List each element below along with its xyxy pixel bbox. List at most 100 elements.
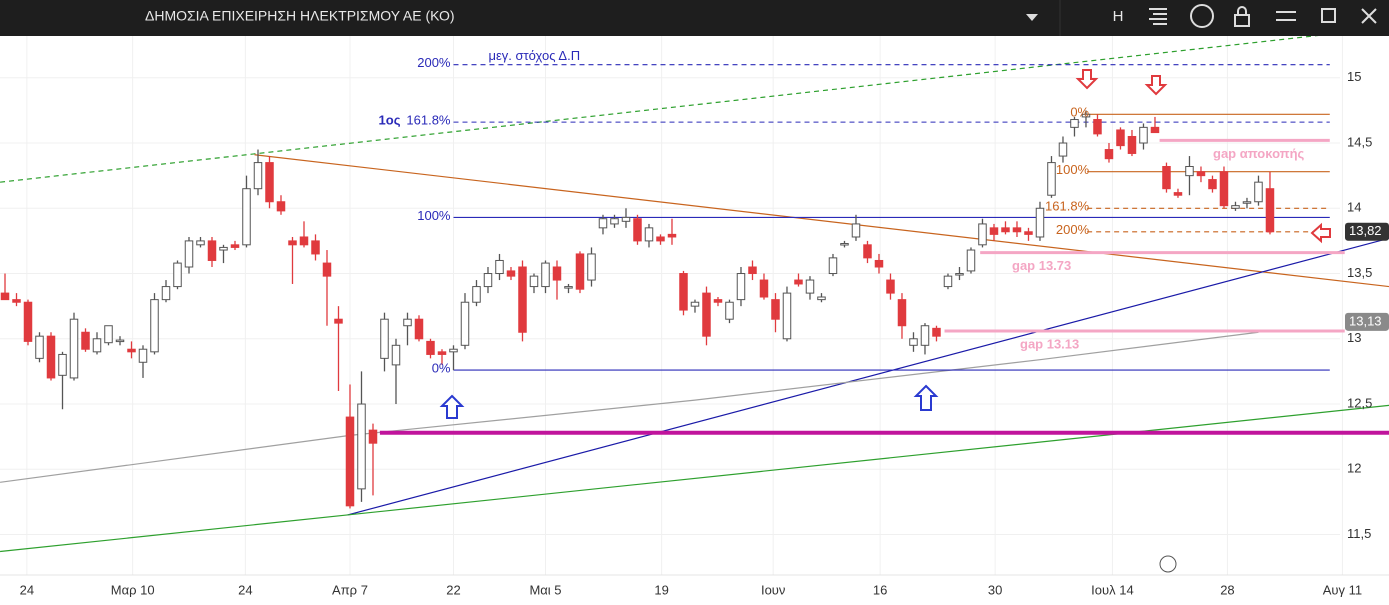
candle-body	[483, 273, 493, 288]
down-arrow	[1144, 75, 1168, 96]
candle-body	[437, 351, 447, 355]
up-arrow	[439, 394, 465, 419]
candle-body	[713, 299, 723, 303]
candle-body	[518, 266, 527, 333]
candle-body	[679, 273, 688, 311]
candle-body	[1231, 205, 1240, 209]
candle-body	[874, 259, 884, 268]
replay-icon[interactable]	[1159, 555, 1177, 573]
price-tag-label: 13,82	[1349, 223, 1382, 238]
candle-body	[311, 240, 320, 255]
candle-body	[1150, 126, 1160, 134]
candle-body	[909, 338, 918, 346]
candle-body	[23, 301, 33, 342]
x-tick-label: Ιουλ 14	[1091, 582, 1134, 597]
candle-body	[230, 244, 240, 248]
candle-body	[265, 162, 274, 203]
trendline	[347, 237, 1389, 516]
candle-body	[759, 279, 769, 298]
y-tick-label: 14,5	[1347, 134, 1372, 149]
trendline	[0, 404, 1389, 553]
candle-body	[12, 299, 21, 303]
y-tick-label: 11,5	[1347, 526, 1371, 541]
candle-body	[322, 262, 332, 277]
candle-body	[1185, 166, 1194, 177]
trendline	[0, 34, 1326, 183]
x-tick-label: 16	[873, 582, 887, 597]
candle-body	[196, 240, 205, 246]
candle-body	[782, 292, 792, 340]
candle-body	[288, 240, 297, 246]
trendline	[254, 154, 1389, 288]
candle-body	[1265, 188, 1275, 233]
candle-body	[472, 286, 481, 303]
candle-body	[932, 327, 941, 337]
candle-body	[184, 240, 194, 268]
candle-body	[1173, 192, 1183, 196]
level-label: 100%	[1056, 162, 1090, 177]
candle-body	[552, 266, 562, 281]
price-tag-label: 13,13	[1349, 313, 1382, 328]
gap-label: gap 13.13	[1020, 336, 1079, 351]
candle-body	[863, 244, 872, 259]
candle-body	[276, 201, 286, 212]
candle-body	[828, 257, 838, 275]
candle-body	[1047, 162, 1056, 196]
candle-body	[667, 233, 677, 238]
candle-body	[449, 348, 458, 353]
candle-body	[161, 286, 171, 301]
plot	[0, 34, 1389, 576]
candle-body	[58, 353, 67, 376]
candle-body	[242, 188, 251, 246]
candle-body	[46, 335, 56, 379]
candle-body	[978, 223, 987, 246]
x-tick-label: 19	[654, 582, 668, 597]
candle-body	[702, 292, 711, 337]
candle-body	[207, 240, 217, 261]
candle-body	[299, 236, 309, 246]
candle-body	[150, 299, 159, 353]
dropdown-icon[interactable]	[1026, 14, 1038, 21]
candle-body	[1116, 129, 1125, 147]
candle-body	[541, 262, 550, 288]
candle-body	[1093, 119, 1102, 135]
candle-body	[886, 279, 895, 294]
candle-body	[817, 296, 826, 301]
candle-body	[403, 318, 412, 327]
candle-body	[633, 218, 642, 242]
candle-body	[610, 218, 619, 225]
candle-body	[1196, 171, 1206, 177]
candle-body	[1001, 227, 1010, 233]
y-tick-label: 13	[1347, 330, 1361, 345]
x-tick-label: 24	[20, 582, 34, 597]
candle-body	[943, 275, 953, 288]
candle-body	[955, 273, 964, 276]
level-label: 200%	[417, 55, 451, 70]
y-tick-label: 15	[1347, 69, 1361, 84]
trendline	[0, 331, 1259, 483]
candle-body	[495, 259, 504, 275]
x-tick-label: 28	[1220, 582, 1234, 597]
gap-label: gap αποκοπής	[1213, 146, 1305, 161]
candle-body	[1242, 201, 1252, 204]
header-title: ΔΗΜΟΣΙΑ ΕΠΙΧΕΙΡΗΣΗ ΗΛΕΚΤΡΙΣΜΟΥ ΑΕ (ΚΟ)	[145, 8, 455, 24]
candle-body	[1035, 207, 1045, 238]
candle-body	[598, 218, 608, 229]
level-label: 200%	[1056, 222, 1090, 237]
y-tick-label: 14	[1347, 200, 1361, 215]
candle-body	[1104, 149, 1114, 160]
header-button[interactable]: H	[1113, 8, 1124, 25]
candle-body	[1208, 179, 1217, 190]
candle-body	[1012, 227, 1022, 233]
candle-body	[35, 335, 44, 359]
candle-body	[1058, 142, 1068, 157]
candle-body	[380, 318, 389, 359]
candle-body	[966, 249, 976, 272]
header-icons[interactable]	[1149, 4, 1377, 28]
candle-body	[81, 331, 90, 350]
candle-body	[920, 325, 930, 346]
candle-body	[334, 318, 343, 324]
candle-body	[840, 243, 849, 246]
level-label: 0%	[432, 361, 451, 376]
